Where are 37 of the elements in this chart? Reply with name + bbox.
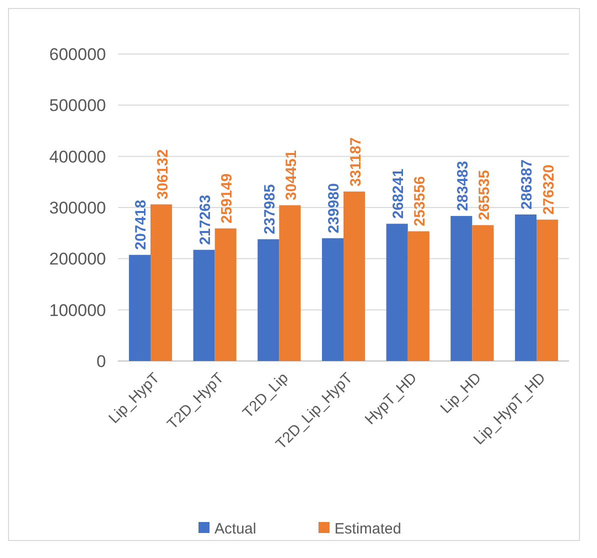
data-label: 268241 — [390, 168, 408, 219]
data-label: 283483 — [454, 160, 472, 211]
bar — [128, 254, 150, 361]
y-tick-label: 100000 — [49, 300, 106, 320]
bar — [150, 204, 172, 361]
data-label: 239980 — [326, 183, 343, 234]
y-tick-label: 500000 — [49, 96, 106, 116]
data-label: 286387 — [518, 159, 536, 210]
y-tick-label: 400000 — [49, 147, 106, 166]
legend-label: Estimated — [334, 520, 402, 538]
bar — [536, 220, 558, 361]
data-label: 276320 — [540, 164, 558, 215]
bar — [514, 214, 537, 361]
data-label: 207418 — [132, 200, 150, 250]
data-label: 259149 — [218, 173, 236, 224]
data-label: 306132 — [154, 149, 172, 200]
data-label: 237985 — [261, 184, 278, 234]
y-tick-label: 300000 — [49, 198, 106, 218]
bar — [408, 231, 430, 361]
data-label: 217263 — [197, 194, 214, 245]
bar — [214, 228, 236, 361]
bar — [258, 239, 280, 361]
bar — [279, 205, 301, 361]
data-label: 265535 — [476, 170, 493, 220]
y-tick-label: 600000 — [49, 44, 106, 64]
y-tick-label: 200000 — [49, 250, 106, 269]
data-label: 304451 — [282, 150, 300, 200]
data-label: 253556 — [412, 176, 429, 226]
legend-label: Actual — [214, 520, 256, 538]
bar — [386, 224, 408, 361]
bar — [472, 225, 494, 361]
bar — [322, 238, 344, 361]
bar — [450, 216, 472, 361]
bar — [193, 250, 215, 361]
data-label: 331187 — [347, 137, 364, 187]
bar — [344, 192, 366, 361]
y-tick-label: 0 — [96, 352, 106, 371]
